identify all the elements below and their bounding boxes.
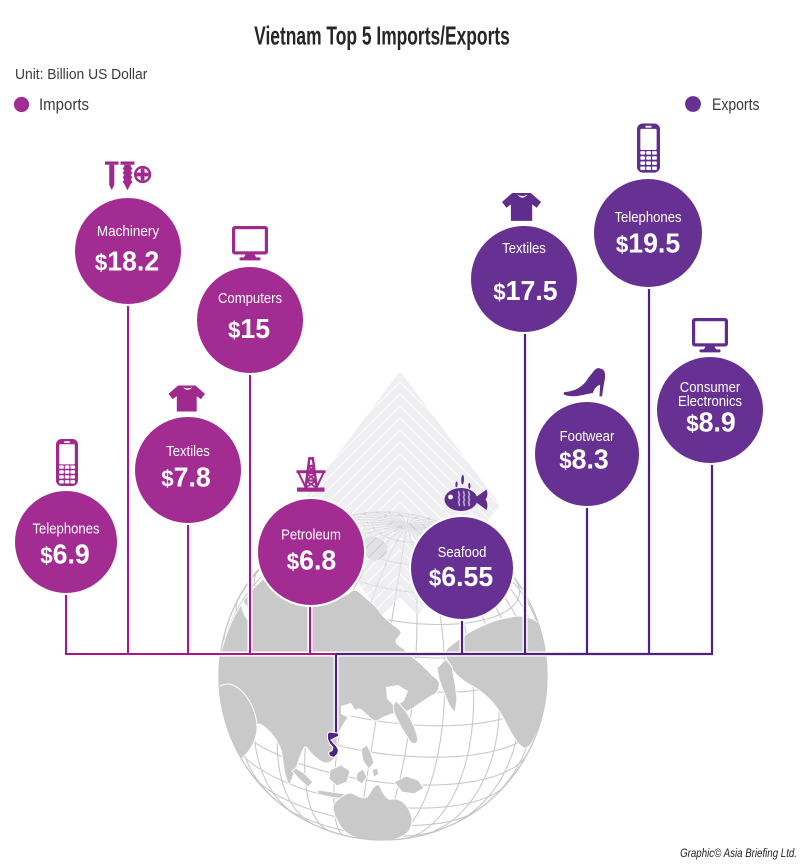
svg-text:Computers: Computers <box>218 289 282 306</box>
svg-text:Footwear: Footwear <box>560 427 615 444</box>
svg-text:$6.8: $6.8 <box>287 544 336 575</box>
svg-text:Graphic© Asia Briefing Ltd.: Graphic© Asia Briefing Ltd. <box>680 847 797 860</box>
svg-text:Exports: Exports <box>712 96 760 114</box>
svg-text:$7.8: $7.8 <box>161 461 210 492</box>
svg-text:$18.2: $18.2 <box>95 245 159 276</box>
svg-text:Electronics: Electronics <box>678 392 742 409</box>
svg-text:Machinery: Machinery <box>97 223 160 240</box>
svg-text:$15: $15 <box>228 313 270 344</box>
svg-text:Textiles: Textiles <box>166 442 210 459</box>
svg-text:$19.5: $19.5 <box>616 227 680 258</box>
svg-text:$6.55: $6.55 <box>429 561 493 592</box>
svg-text:Textiles: Textiles <box>502 239 546 256</box>
svg-text:Telephones: Telephones <box>32 520 99 537</box>
svg-text:Petroleum: Petroleum <box>281 526 341 543</box>
svg-text:$17.5: $17.5 <box>493 275 557 306</box>
svg-text:$8.3: $8.3 <box>559 443 608 474</box>
svg-text:Consumer: Consumer <box>680 378 741 395</box>
svg-text:Unit: Billion US Dollar: Unit: Billion US Dollar <box>15 67 148 83</box>
svg-text:Seafood: Seafood <box>438 543 487 560</box>
svg-text:Vietnam Top 5 Imports/Exports: Vietnam Top 5 Imports/Exports <box>254 21 510 50</box>
svg-text:$6.9: $6.9 <box>40 538 89 569</box>
svg-text:Telephones: Telephones <box>614 208 681 225</box>
svg-text:$8.9: $8.9 <box>686 406 735 437</box>
svg-text:Imports: Imports <box>39 96 89 114</box>
